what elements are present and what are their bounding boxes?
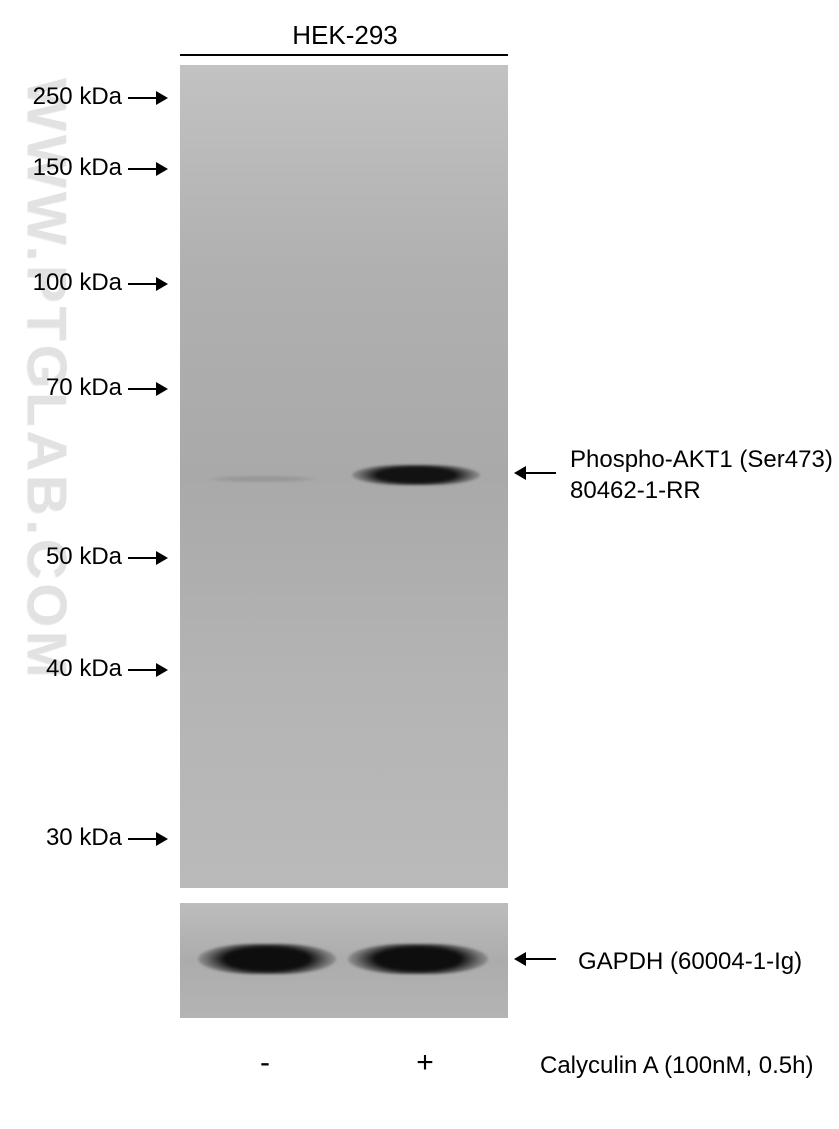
condition-mark: - <box>250 1046 280 1080</box>
mw-label: 250 kDa <box>33 83 122 111</box>
sample-header-label: HEK-293 <box>255 20 435 51</box>
annotation-label: Phospho-AKT1 (Ser473)80462-1-RR <box>570 444 833 506</box>
condition-mark: + <box>410 1046 440 1080</box>
mw-arrow-icon <box>128 97 166 99</box>
mw-label: 70 kDa <box>46 374 122 402</box>
protein-band <box>198 944 336 974</box>
mw-arrow-icon <box>128 838 166 840</box>
mw-arrow-icon <box>128 388 166 390</box>
protein-band <box>208 476 318 482</box>
annotation-label-line: Phospho-AKT1 (Ser473) <box>570 444 833 475</box>
protein-band <box>348 944 488 974</box>
western-blot-figure: WWW.PTGLAB.COM HEK-293 250 kDa150 kDa100… <box>0 0 839 1129</box>
annotation-label: GAPDH (60004-1-Ig) <box>578 946 802 977</box>
annotation-label-line: GAPDH (60004-1-Ig) <box>578 946 802 977</box>
mw-label: 150 kDa <box>33 154 122 182</box>
annotation-label-line: 80462-1-RR <box>570 475 833 506</box>
protein-band <box>352 465 480 485</box>
mw-label: 100 kDa <box>33 269 122 297</box>
condition-label: Calyculin A (100nM, 0.5h) <box>540 1052 813 1080</box>
mw-arrow-icon <box>128 283 166 285</box>
annotation-arrow-icon <box>516 958 556 960</box>
mw-arrow-icon <box>128 669 166 671</box>
mw-label: 30 kDa <box>46 824 122 852</box>
mw-label: 50 kDa <box>46 543 122 571</box>
annotation-arrow-icon <box>516 472 556 474</box>
mw-arrow-icon <box>128 168 166 170</box>
sample-header-bar <box>180 54 508 56</box>
mw-arrow-icon <box>128 557 166 559</box>
mw-label: 40 kDa <box>46 655 122 683</box>
